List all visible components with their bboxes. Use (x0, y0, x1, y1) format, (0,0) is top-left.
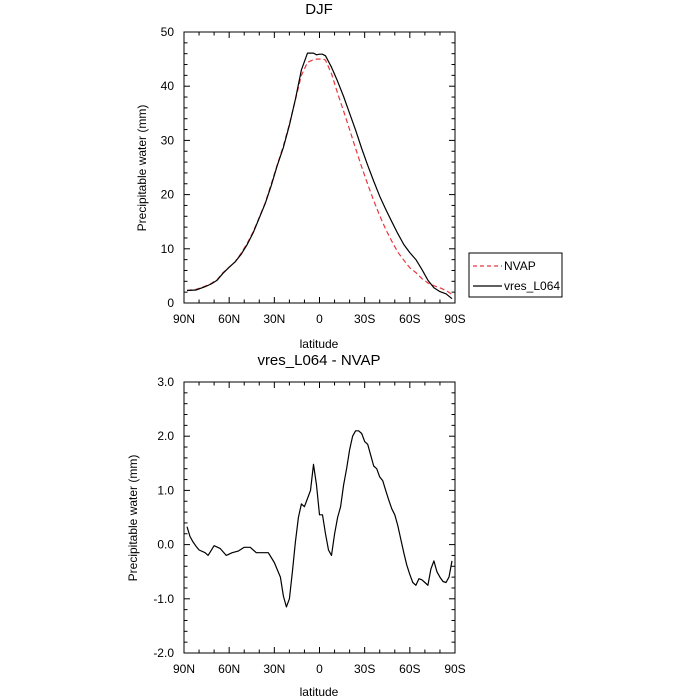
series-line-nvap (186, 57, 453, 295)
y-tick-label: 10 (161, 242, 175, 256)
y-tick-label: 1.0 (157, 483, 174, 497)
x-tick-label: 60S (399, 662, 420, 676)
y-tick-label: 3.0 (157, 375, 174, 389)
x-axis: 90N 60N 30N 0 30S 60S 90S (173, 32, 466, 326)
y-tick-label: 0.0 (157, 538, 174, 552)
plot-frame (183, 31, 456, 304)
x-tick-label: 90S (444, 312, 465, 326)
series-group (186, 430, 453, 608)
y-axis-label: Precipitable water (mm) (135, 105, 149, 232)
series-group (186, 52, 453, 300)
y-tick-label: 0 (167, 296, 174, 310)
x-tick-label: 90N (173, 312, 195, 326)
y-axis: -2.0 -1.0 0.0 1.0 2.0 3.0 (153, 375, 455, 660)
chart-difference: vres_L064 - NVAP 90N 60N 30N 0 30S 60S 90S -2.… (126, 352, 466, 699)
chart-djf: DJF 90N 60N 30N 0 30S 60S 90S 0 10 20 30 40 50 lati… (135, 1, 563, 351)
legend-label-nvap: NVAP (504, 259, 536, 273)
x-tick-label: 60S (399, 312, 420, 326)
y-tick-label: 50 (161, 25, 175, 39)
y-tick-label: 2.0 (157, 429, 174, 443)
chart-title: vres_L064 - NVAP (257, 352, 380, 369)
series-line-vres-l064 (186, 52, 453, 300)
x-tick-label: 30S (354, 662, 375, 676)
legend: NVAP vres_L064 (468, 252, 563, 298)
y-axis: 0 10 20 30 40 50 (161, 25, 455, 310)
legend-box (468, 252, 563, 298)
x-tick-label: 90S (444, 662, 465, 676)
chart-title: DJF (305, 1, 333, 18)
x-tick-label: 60N (218, 662, 240, 676)
y-tick-label: -2.0 (153, 646, 174, 660)
x-axis: 90N 60N 30N 0 30S 60S 90S (173, 382, 466, 676)
y-tick-label: 40 (161, 79, 175, 93)
x-tick-label: 90N (173, 662, 195, 676)
x-axis-label: latitude (300, 337, 339, 351)
y-tick-label: 20 (161, 188, 175, 202)
x-tick-label: 0 (316, 662, 323, 676)
x-tick-label: 0 (316, 312, 323, 326)
x-tick-label: 60N (218, 312, 240, 326)
plot-frame (183, 381, 456, 654)
legend-label-model: vres_L064 (504, 279, 560, 293)
x-tick-label: 30S (354, 312, 375, 326)
series-line-vres-l064-nvap (186, 430, 453, 608)
x-tick-label: 30N (263, 662, 285, 676)
x-tick-label: 30N (263, 312, 285, 326)
y-axis-label: Precipitable water (mm) (126, 455, 140, 582)
x-axis-label: latitude (300, 685, 339, 699)
y-tick-label: -1.0 (153, 592, 174, 606)
y-tick-label: 30 (161, 133, 175, 147)
